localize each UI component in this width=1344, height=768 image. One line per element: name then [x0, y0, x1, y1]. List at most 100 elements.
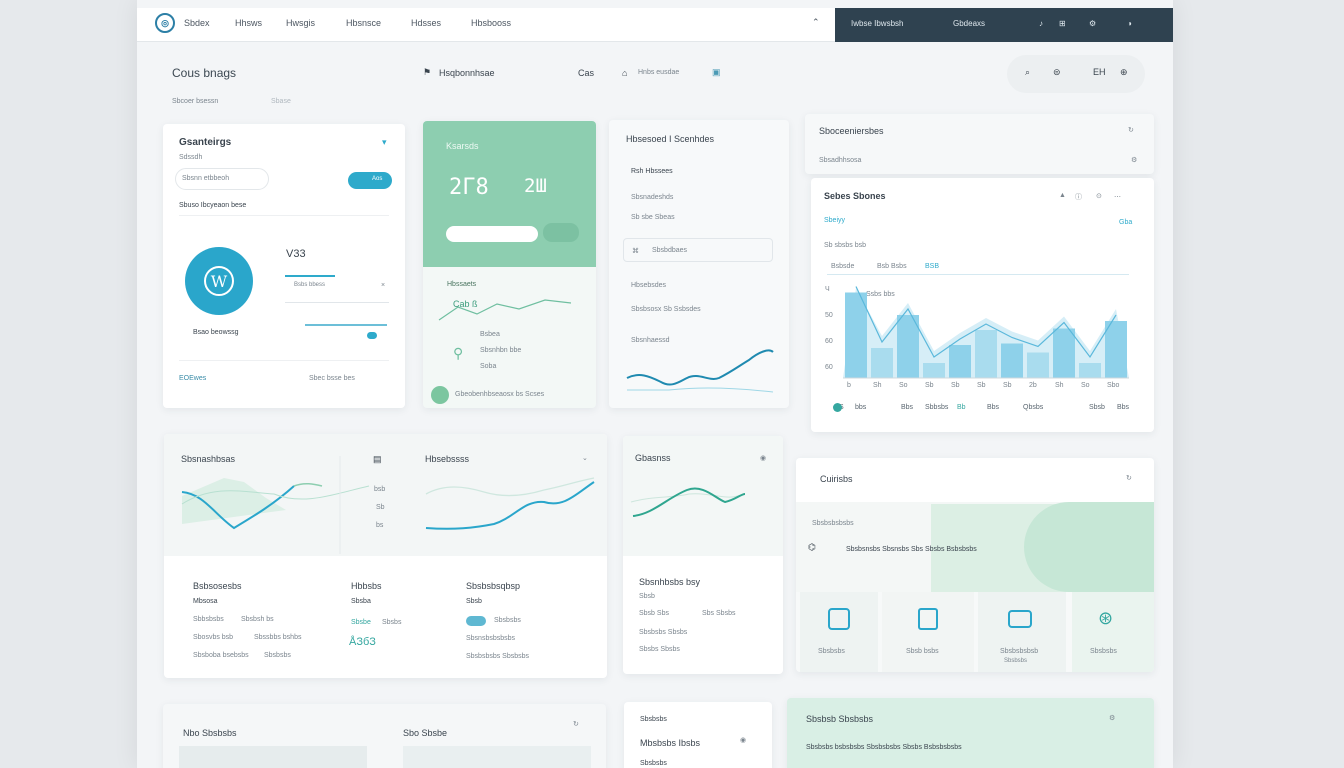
chevron-icon-2[interactable]: ⌄	[582, 455, 588, 462]
tick-1: bsb	[374, 486, 386, 493]
chevron-down-icon[interactable]: ▾	[382, 137, 387, 147]
bell-icon[interactable]: ♪	[1039, 19, 1043, 28]
tile-2[interactable]: Sbsb bsbs	[882, 592, 974, 672]
slider-track[interactable]	[305, 324, 387, 326]
footer-a[interactable]: EOEwes	[179, 375, 207, 382]
sales-title: Sebes Sbones	[824, 191, 886, 201]
chart-footer-item[interactable]: Sbbsbs	[925, 404, 949, 411]
detail-title: Hbsesoed I Scenhdes	[626, 134, 715, 144]
metric-input[interactable]	[446, 226, 538, 242]
mini-title: Gbasnss	[635, 453, 671, 463]
settings-icon-3[interactable]: ⚙	[1109, 715, 1116, 722]
nav-item-2[interactable]: Hhsws	[235, 18, 263, 28]
detail-sub-3: Sb sbe Sbeas	[631, 214, 675, 221]
chart-footer-item[interactable]: Bbs	[901, 404, 914, 411]
refresh-icon-3[interactable]: ↻	[573, 721, 579, 728]
services-line: Sbsbsnsbs Sbsnsbs Sbs Sbsbs Bsbsbsbs	[846, 546, 977, 553]
center-title[interactable]: Hsqbonnhsae	[439, 68, 495, 78]
col-1[interactable]: Bsbsde	[831, 263, 855, 270]
bottom-c-title: Sbsbsbs	[640, 716, 667, 723]
filter-icon[interactable]: ⊜	[1053, 67, 1061, 77]
center-c[interactable]: Hnbs eusdae	[638, 69, 680, 76]
center-b[interactable]: Cas	[578, 68, 595, 78]
metric-value-2: 2Ш	[524, 175, 547, 197]
profile-toggle[interactable]: Aos	[348, 172, 392, 189]
chart-footer-item[interactable]: Sbsb	[1089, 404, 1105, 411]
more-icon[interactable]: ⋯	[1114, 194, 1121, 201]
col-3[interactable]: BSB	[925, 263, 940, 270]
chevron-icon[interactable]: ⌃	[812, 17, 820, 27]
nav-item-1[interactable]: Sbdex	[184, 18, 210, 28]
metric-label-4: Soba	[480, 363, 497, 370]
slider-thumb[interactable]	[367, 332, 377, 339]
nav-item-3[interactable]: Hwsgis	[286, 18, 316, 28]
check-icon[interactable]	[431, 386, 449, 404]
status-dot-icon	[833, 403, 842, 412]
tile-3[interactable]: Sbsbsbsbsb Sbsbsbs	[978, 592, 1066, 672]
avatar[interactable]: W	[185, 247, 253, 315]
chart-footer-item[interactable]: bbs	[855, 404, 867, 411]
services-title: Cuirisbs	[820, 474, 853, 484]
refresh-icon[interactable]: ↻	[1128, 127, 1134, 134]
mini-list-5: Sbsbs Sbsbs	[639, 646, 680, 653]
chart-bar	[1001, 343, 1023, 378]
search-icon[interactable]: ⌕	[1025, 67, 1031, 77]
user-icon[interactable]: ◑	[1127, 19, 1132, 28]
logo-icon[interactable]: ◎	[155, 13, 175, 33]
x-tick-label: So	[899, 382, 908, 389]
chart-bar	[871, 348, 893, 378]
info-icon[interactable]: ⓘ	[1075, 194, 1082, 201]
chart-footer-item[interactable]: Bbs	[1117, 404, 1130, 411]
chart-footer-item[interactable]: Qbsbs	[1023, 404, 1044, 411]
col1-title: Bsbsosesbs	[193, 581, 242, 591]
services-blob	[1024, 502, 1154, 592]
flag-icon[interactable]: ⚑	[423, 67, 432, 77]
header-right-label[interactable]: EH	[1093, 67, 1106, 77]
settings-icon[interactable]: ⚙	[1089, 19, 1097, 28]
metric-footer[interactable]: Gbeobenhbseaosx bs Scses	[455, 391, 545, 398]
calendar-icon[interactable]: ▤	[373, 454, 382, 464]
footer-b[interactable]: Sbec bsse bes	[309, 375, 355, 382]
lock-icon[interactable]: ▲	[1059, 192, 1066, 199]
profile-input[interactable]: Sbsnn etbbeoh	[175, 168, 269, 190]
chart-footer-item[interactable]: Bb	[957, 404, 966, 411]
x-tick-label: Sb	[977, 382, 986, 389]
menu-icon[interactable]: ⊕	[1120, 67, 1128, 77]
col3-toggle[interactable]	[466, 616, 486, 626]
chat-icon	[828, 608, 850, 630]
nav-item-6[interactable]: Hbsbooss	[471, 18, 512, 28]
display-icon[interactable]: ▣	[712, 67, 721, 77]
settings-icon-2[interactable]: ⚙	[1131, 157, 1138, 164]
bottom-card-c: Sbsbsbs Mbsbsbs Ibsbs Sbsbsbs ◉	[624, 702, 772, 768]
metric-button[interactable]	[543, 223, 579, 242]
sales-sub: Sb sbsbs bsb	[824, 242, 867, 249]
col-2[interactable]: Bsb Bsbs	[877, 263, 907, 270]
sales-tag[interactable]: Gba	[1119, 219, 1133, 226]
detail-sub-5: Sbsbsosx Sb Ssbsdes	[631, 306, 701, 313]
avatar-letter: W	[204, 266, 234, 296]
share-icon[interactable]: ⊙	[1096, 193, 1102, 200]
circle-icon-2[interactable]: ◉	[740, 737, 747, 744]
account-label[interactable]: Iwbse Ibwsbsh	[851, 19, 904, 28]
tile-4[interactable]: ⊛ Sbsbsbs	[1072, 592, 1154, 672]
detail-sub-6: Sbsnhaessd	[631, 337, 670, 344]
detail-input[interactable]: ⌘ Sbsbdbaes	[623, 238, 773, 262]
profile-name: Bsao beowssg	[193, 329, 239, 336]
refresh-icon-2[interactable]: ↻	[1126, 475, 1132, 482]
account-sub[interactable]: Gbdeaxs	[953, 19, 986, 28]
circle-icon[interactable]: ◉	[760, 455, 767, 462]
tile-1-label: Sbsbsbs	[818, 648, 845, 655]
close-icon[interactable]: ×	[381, 282, 386, 289]
nav-item-4[interactable]: Hbsnsce	[346, 18, 382, 28]
nav-item-5[interactable]: Hdsses	[411, 18, 442, 28]
tile-3-label: Sbsbsbsbsb	[1000, 648, 1039, 655]
grid-icon[interactable]: ⊞	[1059, 19, 1066, 28]
profile-card: Gsanteirgs Sdssdh ▾ Sbsnn etbbeoh Aos Sb…	[163, 124, 405, 408]
chart-footer-item[interactable]: Bbs	[987, 404, 1000, 411]
x-tick-label: 2b	[1029, 382, 1037, 389]
mini-list-title: Sbsnhbsbs bsy	[639, 577, 701, 587]
tag-icon[interactable]: ⌂	[622, 68, 628, 78]
divider-2	[285, 302, 389, 303]
tile-1[interactable]: Sbsbsbs	[800, 592, 878, 672]
bottom-d-title: Sbsbsb Sbsbsbs	[806, 714, 874, 724]
